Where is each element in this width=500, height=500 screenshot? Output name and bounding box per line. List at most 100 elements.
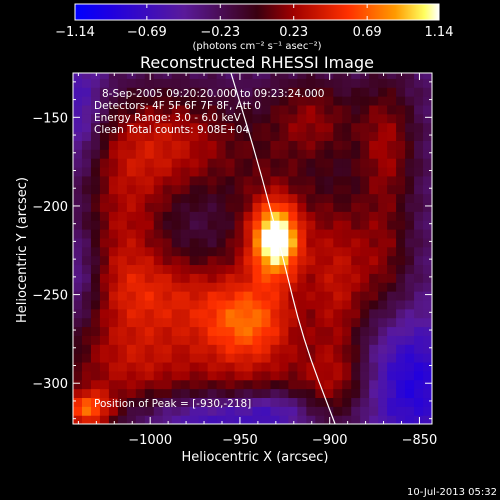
heatmap-cell (171, 361, 182, 372)
heatmap-cell (279, 388, 289, 399)
heatmap-cell (252, 273, 263, 283)
heatmap-cell (135, 122, 146, 133)
heatmap-cell (252, 291, 263, 301)
heatmap-cell (73, 149, 83, 159)
heatmap-cell (81, 291, 92, 301)
heatmap-cell (270, 379, 281, 390)
heatmap-cell (369, 388, 379, 399)
heatmap-cell (126, 202, 137, 212)
heatmap-cell (270, 353, 281, 363)
heatmap-cell (81, 140, 92, 150)
heatmap-cell (297, 415, 307, 424)
heatmap-cell (126, 388, 137, 399)
heatmap-cell (73, 361, 83, 372)
heatmap-cell (342, 211, 352, 221)
heatmap-cell (387, 273, 397, 283)
heatmap-cell (117, 344, 128, 354)
heatmap-cell (180, 415, 191, 424)
peak-position-label: Position of Peak = [-930,-218] (94, 398, 251, 410)
heatmap-cell (135, 273, 146, 283)
heatmap-cell (378, 406, 388, 416)
heatmap-cell (297, 317, 307, 328)
heatmap-cell (252, 104, 263, 115)
heatmap-cell (405, 166, 415, 177)
heatmap-cell (360, 344, 370, 354)
heatmap-cell (306, 87, 316, 97)
heatmap-cell (135, 229, 146, 239)
heatmap-cell (261, 353, 272, 363)
heatmap-cell (90, 291, 101, 301)
heatmap-cell (135, 184, 146, 195)
heatmap-cell (81, 229, 92, 239)
heatmap-cell (261, 113, 272, 124)
heatmap-cell (207, 326, 218, 336)
heatmap-cell (99, 317, 110, 328)
heatmap-cell (108, 308, 119, 319)
heatmap-cell (99, 202, 110, 212)
heatmap-cell (342, 104, 352, 115)
heatmap-cell (135, 397, 146, 407)
heatmap-cell (135, 406, 146, 416)
heatmap-cell (252, 184, 263, 195)
heatmap-cell (396, 264, 406, 274)
heatmap-cell (90, 308, 101, 319)
heatmap-cell (117, 211, 128, 221)
annotation-energy-range: Energy Range: 3.0 - 6.0 keV (94, 112, 242, 124)
heatmap-cell (198, 73, 209, 79)
heatmap-cell (108, 166, 119, 177)
heatmap-cell (288, 317, 298, 328)
heatmap-cell (153, 388, 164, 399)
heatmap-cell (153, 379, 164, 390)
heatmap-cell (261, 379, 272, 390)
heatmap-cell (414, 78, 424, 88)
heatmap-cell (315, 149, 325, 159)
heatmap-cell (73, 220, 83, 230)
heatmap-cell (387, 220, 397, 230)
heatmap-cell (171, 379, 182, 390)
heatmap-cell (162, 166, 173, 177)
heatmap-cell (135, 388, 146, 399)
heatmap-cell (324, 193, 334, 204)
heatmap-cell (225, 140, 236, 150)
heatmap-cell (234, 291, 245, 301)
heatmap-cell (414, 379, 424, 390)
heatmap-cell (315, 255, 325, 266)
heatmap-cell (342, 184, 352, 195)
heatmap-cell (252, 237, 263, 248)
heatmap-cell (207, 229, 218, 239)
heatmap-cell (234, 193, 245, 204)
heatmap-cell (324, 406, 334, 416)
heatmap-cell (378, 131, 388, 141)
heatmap-cell (180, 104, 191, 115)
heatmap-cell (144, 299, 155, 310)
heatmap-cell (306, 96, 316, 106)
heatmap-cell (405, 397, 415, 407)
heatmap-cell (414, 237, 424, 248)
heatmap-cell (387, 158, 397, 168)
heatmap-cell (225, 299, 236, 310)
heatmap-cell (423, 264, 432, 274)
heatmap-cell (73, 299, 83, 310)
heatmap-cell (108, 96, 119, 106)
heatmap-cell (270, 388, 281, 399)
heatmap-cell (90, 299, 101, 310)
heatmap-cell (234, 175, 245, 186)
heatmap-cell (423, 113, 432, 124)
heatmap-cell (396, 397, 406, 407)
heatmap-cell (171, 344, 182, 354)
heatmap-cell (144, 220, 155, 230)
heatmap-cell (135, 308, 146, 319)
heatmap-cell (153, 220, 164, 230)
heatmap-cell (117, 96, 128, 106)
heatmap-cell (261, 220, 272, 230)
heatmap-cell (207, 193, 218, 204)
heatmap-cell (234, 122, 245, 133)
heatmap-cell (81, 113, 92, 124)
heatmap-cell (180, 246, 191, 257)
heatmap-cell (144, 78, 155, 88)
heatmap-cell (423, 202, 432, 212)
heatmap-cell (297, 220, 307, 230)
heatmap-cell (90, 113, 101, 124)
heatmap-cell (234, 255, 245, 266)
heatmap-cell (73, 273, 83, 283)
